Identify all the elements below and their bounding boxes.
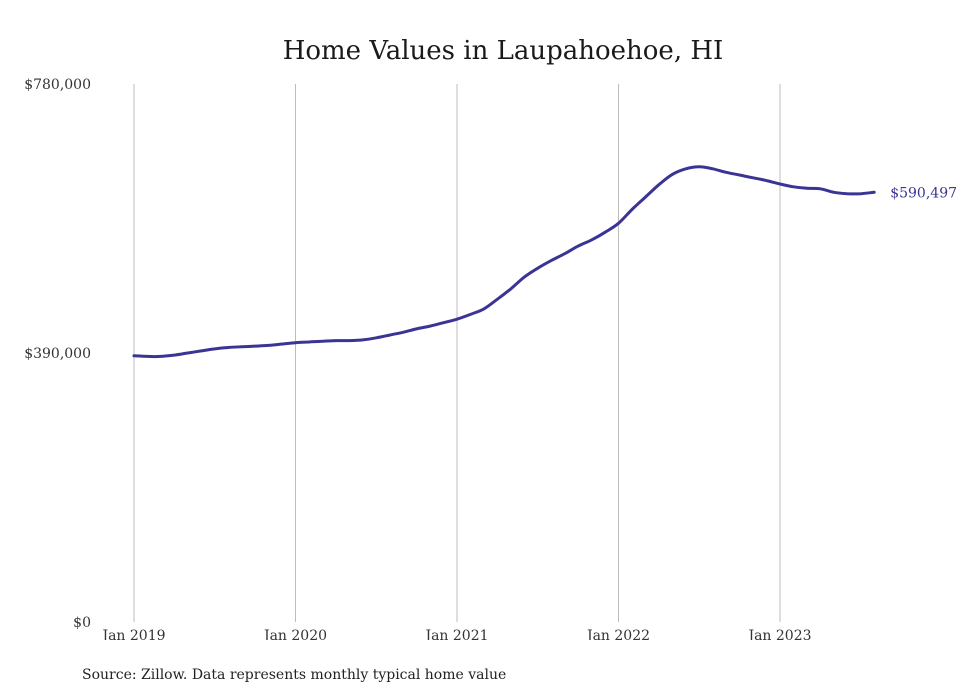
series: $590,497 xyxy=(132,165,957,359)
x-tick-label: Jan 2023 xyxy=(746,628,811,640)
y-tick-label: $390,000 xyxy=(24,346,91,362)
source-note: Source: Zillow. Data represents monthly … xyxy=(82,667,507,683)
y-tick-label: $780,000 xyxy=(24,77,91,93)
x-tick-label: Jan 2021 xyxy=(423,628,488,640)
x-tick-label: Jan 2022 xyxy=(585,628,650,640)
line-chart-svg: Home Values in Laupahoehoe, HI $0 $390,00… xyxy=(24,36,957,644)
x-axis: Jan 2019 Jan 2020 Jan 2021 Jan 2022 Jan 2023 xyxy=(100,628,811,644)
chart-title: Home Values in Laupahoehoe, HI xyxy=(283,36,724,66)
grid xyxy=(133,84,781,622)
x-tick-label: Jan 2019 xyxy=(100,628,165,640)
y-axis: $0 $390,000 $780,000 xyxy=(24,77,91,631)
series-line xyxy=(132,165,876,359)
y-tick-label: $0 xyxy=(73,615,91,631)
x-tick-label: Jan 2020 xyxy=(262,628,327,640)
end-value-label: $590,497 xyxy=(890,185,957,201)
